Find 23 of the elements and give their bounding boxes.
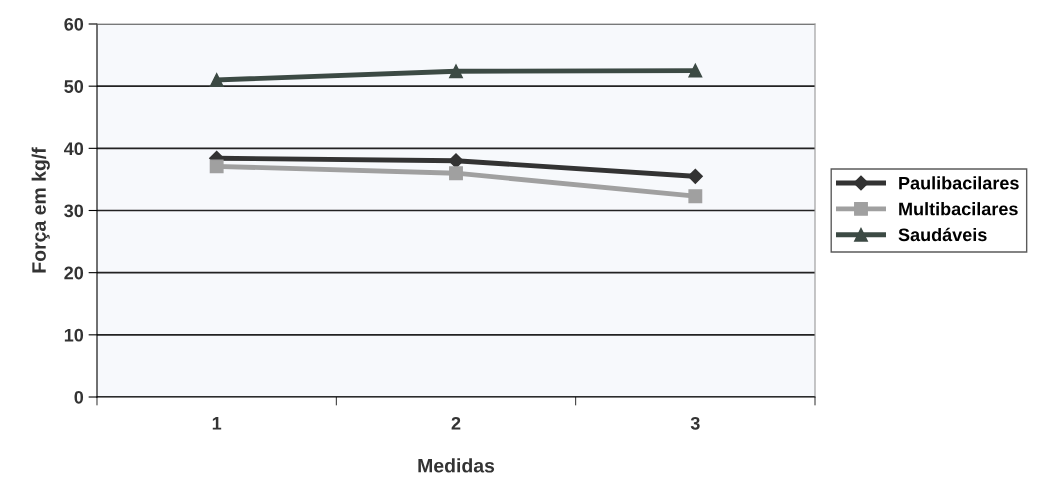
point xyxy=(687,168,703,184)
y-tick-label: 60 xyxy=(64,17,84,31)
point xyxy=(449,166,463,181)
y-tick-label: 0 xyxy=(74,390,84,404)
point xyxy=(448,153,464,169)
x-tick-label: 1 xyxy=(212,417,222,430)
x-tick-label: 2 xyxy=(451,416,461,430)
y-tick-label: 10 xyxy=(64,328,84,342)
point xyxy=(688,63,703,78)
point xyxy=(209,73,224,87)
y-tick-label: 30 xyxy=(64,204,84,218)
y-tick-label: 50 xyxy=(64,80,84,93)
x-tick-label: 3 xyxy=(690,416,700,430)
legend-label: Multibacilares xyxy=(899,202,1018,216)
point xyxy=(449,64,463,79)
legend-label: Saudáveis xyxy=(898,227,987,242)
y-axis-title: Força em kg/f xyxy=(31,147,50,273)
x-axis-title: Medidas xyxy=(418,458,495,473)
y-tick-label: 20 xyxy=(64,266,84,280)
point xyxy=(688,189,703,204)
legend-label: Paulibacilares xyxy=(899,176,1019,190)
point xyxy=(209,159,224,174)
y-tick-label: 40 xyxy=(64,142,84,156)
